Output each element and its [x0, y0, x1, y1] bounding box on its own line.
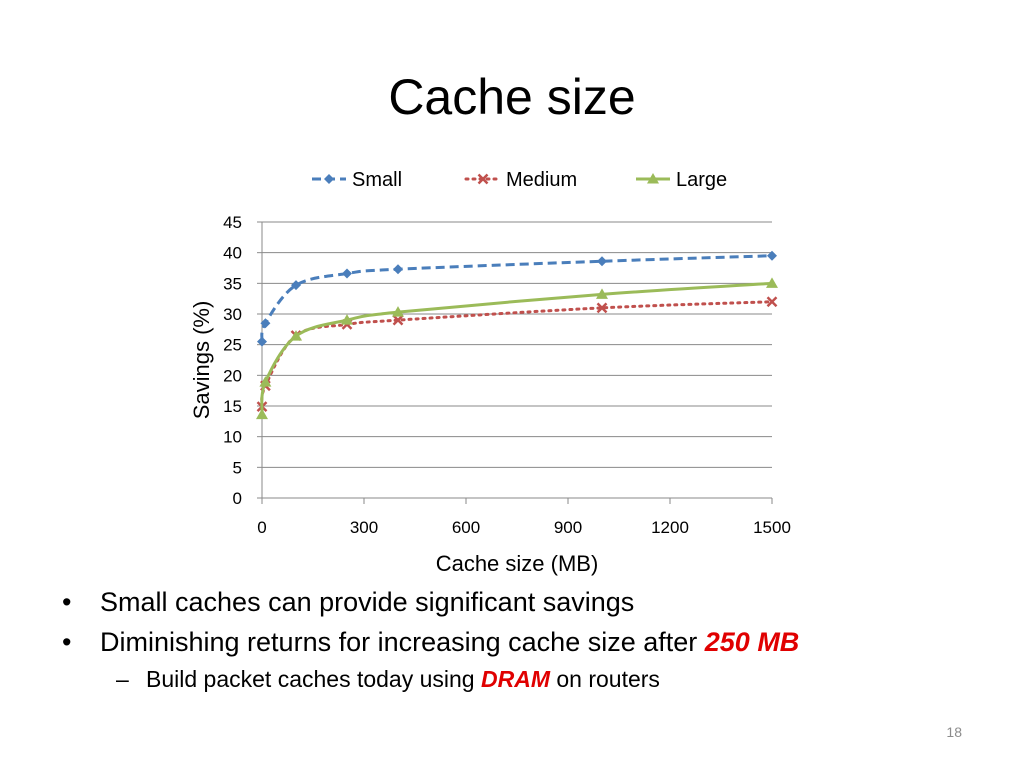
point-large-5: [596, 288, 608, 299]
series-layer: [256, 250, 778, 420]
point-large-6: [766, 277, 778, 288]
savings-chart: 0 5 10 15 20 25 30 35 40 45 0 300 600 900 1200 1500 Sma…: [189, 169, 791, 576]
point-small-2: [291, 280, 301, 291]
x-tick-label-1500: 1500: [753, 518, 791, 537]
y-tick-label-10: 10: [223, 428, 242, 447]
series-line-small: [260, 254, 773, 342]
legend-label-large: Large: [676, 169, 727, 191]
grid-lines: [262, 221, 772, 468]
x-axis-label: Cache size (MB): [436, 551, 599, 576]
point-large-1: [259, 376, 272, 387]
point-medium-4: [392, 314, 404, 326]
point-large-0: [256, 408, 268, 420]
legend-marker-small: [324, 174, 334, 184]
bullet-2: Diminishing returns for increasing cache…: [58, 622, 998, 662]
bullet-list: Small caches can provide significant sav…: [58, 582, 998, 696]
y-tick-label-0: 0: [233, 489, 242, 508]
y-axis-label: Savings (%): [189, 301, 214, 420]
point-small-4: [393, 264, 403, 275]
x-tick-label-1200: 1200: [651, 518, 689, 537]
point-large-3: [341, 314, 353, 325]
series-line-medium: [260, 300, 774, 409]
y-tick-label-25: 25: [223, 336, 242, 355]
bullet-1: Small caches can provide significant sav…: [58, 582, 998, 622]
legend: Small Medium Large: [312, 169, 727, 191]
sub-bullet: Build packet caches today using DRAM on …: [58, 662, 998, 696]
legend-label-medium: Medium: [506, 169, 577, 191]
x-tick-label-600: 600: [452, 518, 480, 537]
x-tick-label-0: 0: [257, 518, 266, 537]
point-small-0: [257, 336, 267, 347]
legend-marker-medium: [477, 173, 489, 185]
y-tick-label-45: 45: [223, 213, 242, 232]
point-large-2: [290, 330, 302, 341]
slide-title: Cache size: [388, 69, 636, 125]
axes: 0 5 10 15 20 25 30 35 40 45 0 300 600 900 1200 1500: [223, 213, 791, 537]
y-tick-label-15: 15: [223, 397, 242, 416]
y-tick-label-5: 5: [233, 458, 242, 477]
point-small-5: [597, 256, 607, 267]
point-small-3: [342, 268, 352, 279]
y-tick-label-40: 40: [223, 244, 242, 263]
legend-label-small: Small: [352, 169, 402, 191]
y-tick-label-20: 20: [223, 366, 242, 385]
point-medium-6: [766, 296, 778, 308]
highlight-dram: DRAM: [480, 666, 550, 692]
highlight-250mb: 250 MB: [704, 627, 800, 657]
y-tick-label-35: 35: [223, 274, 242, 293]
legend-marker-large: [647, 173, 659, 184]
legend-marker-medium-b: [477, 173, 489, 185]
point-medium-5-b: [596, 302, 608, 314]
point-small-1: [260, 318, 271, 329]
y-tick-label-30: 30: [223, 305, 242, 324]
x-tick-label-900: 900: [554, 518, 582, 537]
point-small-6: [767, 250, 777, 261]
point-medium-6-b: [766, 296, 778, 308]
point-medium-4-b: [392, 314, 404, 326]
x-tick-label-300: 300: [350, 518, 378, 537]
point-large-4: [392, 306, 404, 317]
series-line-large: [260, 281, 773, 415]
point-medium-5: [596, 302, 608, 314]
page-number: 18: [946, 724, 962, 740]
